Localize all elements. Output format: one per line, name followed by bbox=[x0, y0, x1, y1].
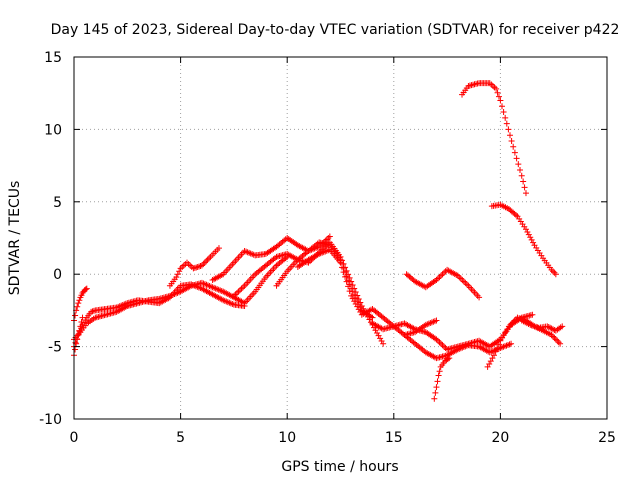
y-tick-label: 0 bbox=[53, 267, 62, 283]
y-tick-label: -10 bbox=[39, 412, 62, 428]
data-point-markers bbox=[488, 201, 559, 278]
series-track-14 bbox=[459, 80, 529, 197]
data-marks bbox=[71, 80, 566, 402]
data-point-markers bbox=[209, 233, 333, 283]
x-tick-label: 10 bbox=[278, 430, 296, 446]
data-point-markers bbox=[401, 332, 515, 362]
data-point-markers bbox=[518, 317, 566, 334]
y-axis-label: SDTVAR / TECUs bbox=[7, 181, 23, 296]
data-point-markers bbox=[403, 266, 483, 301]
x-tick-label: 0 bbox=[70, 430, 79, 446]
plot-frame bbox=[73, 56, 608, 420]
y-tick-label: 15 bbox=[44, 50, 62, 66]
x-tick-label: 5 bbox=[176, 430, 185, 446]
x-axis-label: GPS time / hours bbox=[281, 459, 398, 475]
chart-title: Day 145 of 2023, Sidereal Day-to-day VTE… bbox=[51, 22, 620, 38]
series-track-15 bbox=[488, 201, 559, 278]
gridlines bbox=[74, 57, 607, 419]
data-point-markers bbox=[294, 246, 440, 339]
series-track-17 bbox=[518, 317, 566, 334]
series-track-6 bbox=[209, 233, 333, 283]
data-point-markers bbox=[71, 314, 86, 359]
data-point-markers bbox=[166, 245, 222, 289]
x-tick-label: 15 bbox=[385, 430, 403, 446]
data-point-markers bbox=[459, 80, 529, 197]
series-track-9 bbox=[294, 246, 440, 339]
data-point-markers bbox=[431, 355, 453, 402]
series-track-12 bbox=[431, 355, 453, 402]
y-tick-label: -5 bbox=[48, 340, 62, 356]
y-tick-label: 10 bbox=[44, 122, 62, 138]
y-tick-label: 5 bbox=[53, 195, 62, 211]
series-track-11 bbox=[401, 332, 515, 362]
series-track-4 bbox=[71, 314, 86, 359]
series-track-13 bbox=[403, 266, 483, 301]
x-tick-label: 20 bbox=[491, 430, 509, 446]
series-track-5 bbox=[166, 245, 222, 289]
x-tick-label: 25 bbox=[598, 430, 616, 446]
axis-ticks: 0 5 10 15 20 25 -10 -5 0 5 10 15 bbox=[39, 50, 616, 446]
